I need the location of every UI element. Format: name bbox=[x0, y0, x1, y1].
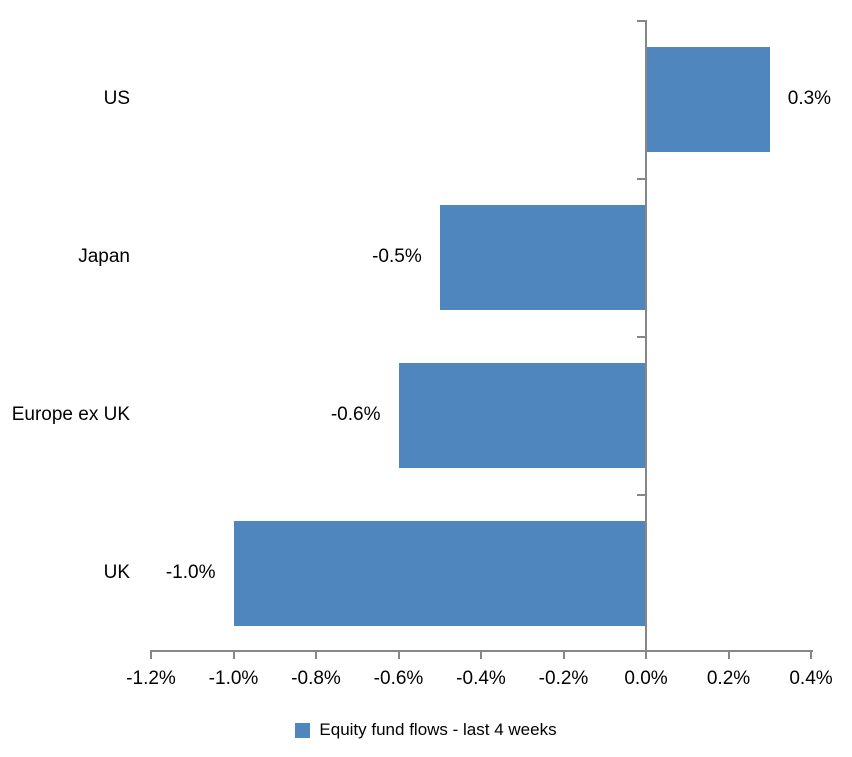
data-label: -0.5% bbox=[372, 246, 422, 267]
x-axis-tick-label: 0.0% bbox=[624, 668, 668, 689]
x-axis-tick-label: -1.0% bbox=[208, 668, 259, 689]
bar bbox=[398, 362, 646, 468]
category-label: Japan bbox=[78, 246, 130, 267]
data-label: -0.6% bbox=[330, 404, 381, 425]
y-axis-tick bbox=[637, 178, 645, 180]
category-label: US bbox=[103, 88, 130, 109]
x-axis-tick bbox=[232, 650, 235, 659]
category-label: Europe ex UK bbox=[11, 404, 130, 425]
x-axis-tick-label: -1.2% bbox=[126, 668, 176, 689]
x-axis-line bbox=[151, 650, 813, 652]
x-axis-tick bbox=[645, 650, 647, 659]
x-axis-tick-label: -0.6% bbox=[373, 668, 424, 689]
x-axis-tick-label: 0.4% bbox=[789, 668, 833, 689]
x-axis-tick-label: -0.4% bbox=[456, 668, 506, 689]
x-axis-tick-label: 0.2% bbox=[706, 668, 751, 689]
legend-marker-square bbox=[295, 722, 311, 738]
y-axis-zero-line bbox=[645, 20, 647, 652]
x-axis-tick bbox=[315, 650, 317, 659]
x-axis-tick bbox=[562, 650, 565, 659]
bar bbox=[646, 46, 770, 152]
bar bbox=[233, 520, 646, 626]
x-axis-tick bbox=[727, 650, 730, 659]
data-label: -1.0% bbox=[165, 562, 216, 583]
x-axis-tick bbox=[810, 650, 812, 659]
legend: Equity fund flows - last 4 weeks bbox=[0, 717, 852, 743]
y-axis-tick bbox=[637, 494, 645, 496]
x-axis-tick-label: -0.2% bbox=[538, 668, 589, 689]
x-axis-tick bbox=[397, 650, 400, 659]
data-label: 0.3% bbox=[787, 88, 832, 109]
bar bbox=[439, 204, 646, 310]
x-axis-tick bbox=[480, 650, 482, 659]
y-axis-tick bbox=[637, 20, 645, 22]
legend-label: Equity fund flows - last 4 weeks bbox=[319, 720, 557, 739]
y-axis-tick bbox=[637, 336, 645, 338]
x-axis-tick-label: -0.8% bbox=[291, 668, 341, 689]
category-label: UK bbox=[103, 562, 130, 583]
x-axis-tick bbox=[150, 650, 152, 659]
